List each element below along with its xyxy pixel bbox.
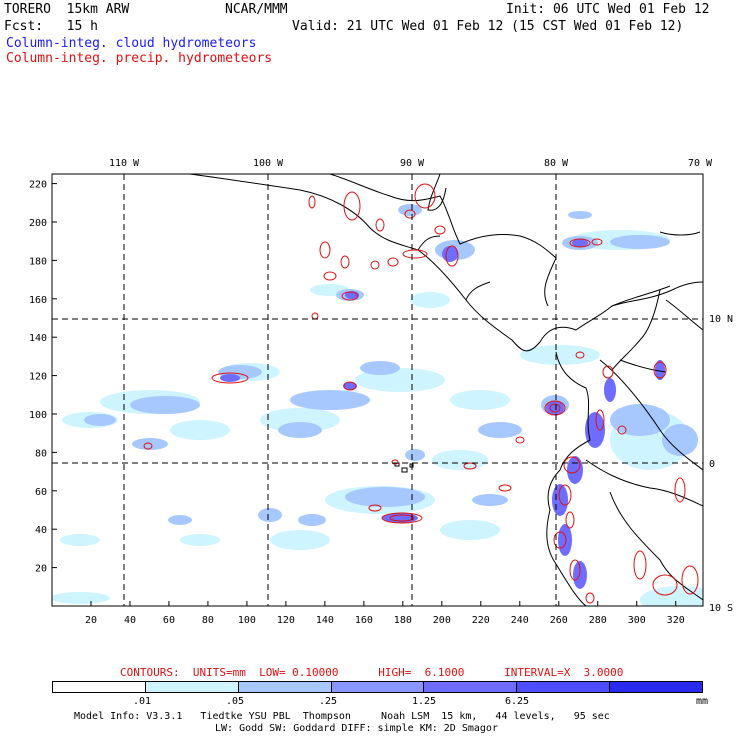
x-tick-label: 260: [550, 615, 568, 626]
y-tick-label: 100: [29, 410, 47, 421]
colorbar-label: .25: [319, 696, 338, 707]
x-tick-label: 180: [394, 615, 412, 626]
y-tick-label: 220: [29, 180, 47, 191]
institution-label: NCAR/MMM: [225, 2, 288, 17]
colorbar-label: .05: [226, 696, 245, 707]
colorbar-label: 1.25: [412, 696, 437, 707]
colorbar-units: mm: [696, 696, 709, 707]
y-tick-label: 40: [35, 525, 47, 536]
x-tick-label: 300: [628, 615, 646, 626]
y-tick-label: 180: [29, 256, 47, 267]
lon-label-90w: 90 W: [400, 158, 425, 169]
forecast-hour: Fcst: 15 h: [4, 19, 98, 34]
colorbar-swatch: [53, 682, 146, 692]
y-tick-label: 140: [29, 333, 47, 344]
x-tick-label: 280: [589, 615, 607, 626]
x-tick-label: 200: [433, 615, 451, 626]
model-info: Model Info: V3.3.1 Tiedtke YSU PBL Thomp…: [74, 711, 610, 722]
precip-contours: [143, 183, 699, 604]
colorbar-swatch: [424, 682, 518, 692]
model-physics: LW: Godd SW: Goddard DIFF: simple KM: 2D…: [215, 723, 498, 734]
lat-label-10n: 10 N: [709, 314, 733, 325]
x-tick-label: 20: [85, 615, 97, 626]
colorbar-swatch: [145, 682, 239, 692]
x-tick-label: 160: [355, 615, 373, 626]
model-title: TORERO 15km ARW: [4, 2, 130, 17]
x-tick-label: 40: [124, 615, 136, 626]
y-tick-label: 60: [35, 487, 47, 498]
lon-label-70w: 70 W: [688, 158, 713, 169]
lon-label-100w: 100 W: [253, 158, 284, 169]
x-tick-label: 120: [277, 615, 295, 626]
field-label-precip: Column-integ. precip. hydrometeors: [6, 51, 273, 66]
y-tick-label: 120: [29, 372, 47, 383]
x-tick-label: 220: [472, 615, 490, 626]
lon-label-80w: 80 W: [544, 158, 569, 169]
x-tick-label: 80: [202, 615, 214, 626]
cloud-field-medium: [84, 204, 698, 526]
colorbar-swatch: [331, 682, 425, 692]
field-label-cloud: Column-integ. cloud hydrometeors: [6, 36, 257, 51]
contour-info: CONTOURS: UNITS=mm LOW= 0.10000 HIGH= 6.…: [120, 666, 624, 679]
x-tick-label: 320: [667, 615, 685, 626]
x-tick-label: 240: [511, 615, 529, 626]
map-frame: [51, 173, 704, 607]
colorbar: [52, 681, 703, 693]
lat-label-0: 0: [709, 459, 715, 470]
lon-label-110w: 110 W: [109, 158, 140, 169]
x-tick-label: 60: [163, 615, 175, 626]
valid-time: Valid: 21 UTC Wed 01 Feb 12 (15 CST Wed …: [292, 19, 684, 34]
x-tick-label: 140: [316, 615, 334, 626]
y-tick-label: 20: [35, 564, 47, 575]
init-time: Init: 06 UTC Wed 01 Feb 12: [506, 2, 710, 17]
colorbar-swatch: [610, 682, 703, 692]
lat-label-10s: 10 S: [709, 603, 733, 614]
lat-lon-grid: [52, 174, 703, 606]
y-tick-label: 160: [29, 295, 47, 306]
colorbar-label: .01: [133, 696, 152, 707]
y-tick-label: 200: [29, 218, 47, 229]
colorbar-label: 6.25: [505, 696, 530, 707]
x-tick-label: 100: [238, 615, 256, 626]
colorbar-swatch: [238, 682, 332, 692]
colorbar-swatch: [517, 682, 611, 692]
y-tick-label: 80: [35, 448, 47, 459]
